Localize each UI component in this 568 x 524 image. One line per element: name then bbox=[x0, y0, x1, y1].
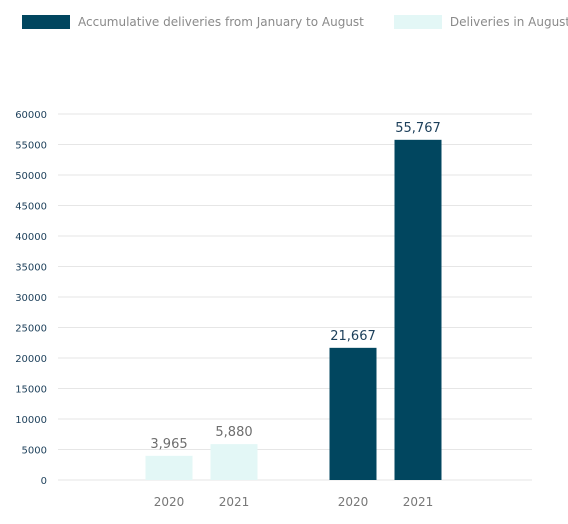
legend-swatch-accumulative bbox=[22, 15, 70, 29]
bar-accumulative-2020 bbox=[329, 347, 377, 480]
y-tick-label-40000: 40000 bbox=[15, 232, 47, 243]
y-tick-label-30000: 30000 bbox=[15, 293, 47, 304]
bar-august-2020 bbox=[145, 455, 193, 480]
x-tick-label-accumulative-2020: 2020 bbox=[338, 495, 369, 509]
y-tick-label-55000: 55000 bbox=[15, 141, 47, 152]
y-tick-label-10000: 10000 bbox=[15, 415, 47, 426]
y-tick-label-50000: 50000 bbox=[15, 171, 47, 182]
x-tick-label-accumulative-2021: 2021 bbox=[403, 495, 434, 509]
y-tick-label-45000: 45000 bbox=[15, 202, 47, 213]
y-tick-label-25000: 25000 bbox=[15, 324, 47, 335]
y-tick-label-0: 0 bbox=[41, 476, 47, 487]
x-tick-label-august-2021: 2021 bbox=[219, 495, 250, 509]
y-tick-label-60000: 60000 bbox=[15, 110, 47, 121]
data-label-august-2020: 3,965 bbox=[150, 437, 187, 452]
y-tick-label-20000: 20000 bbox=[15, 354, 47, 365]
y-tick-label-15000: 15000 bbox=[15, 385, 47, 396]
legend: Accumulative deliveries from January to … bbox=[22, 14, 568, 30]
bar-august-2021 bbox=[210, 444, 258, 480]
bar-accumulative-2021 bbox=[394, 139, 442, 481]
y-tick-label-5000: 5000 bbox=[22, 446, 47, 457]
legend-swatch-august bbox=[393, 15, 442, 29]
x-tick-label-august-2020: 2020 bbox=[154, 495, 185, 509]
legend-item-august[interactable]: Deliveries in August bbox=[393, 15, 568, 29]
legend-item-accumulative[interactable]: Accumulative deliveries from January to … bbox=[22, 15, 364, 29]
legend-label-august: Deliveries in August bbox=[449, 15, 568, 29]
data-label-accumulative-2021: 55,767 bbox=[395, 121, 441, 136]
y-tick-label-35000: 35000 bbox=[15, 263, 47, 274]
data-label-accumulative-2020: 21,667 bbox=[330, 329, 376, 344]
data-label-august-2021: 5,880 bbox=[215, 425, 252, 440]
legend-label-accumulative: Accumulative deliveries from January to … bbox=[78, 15, 364, 29]
